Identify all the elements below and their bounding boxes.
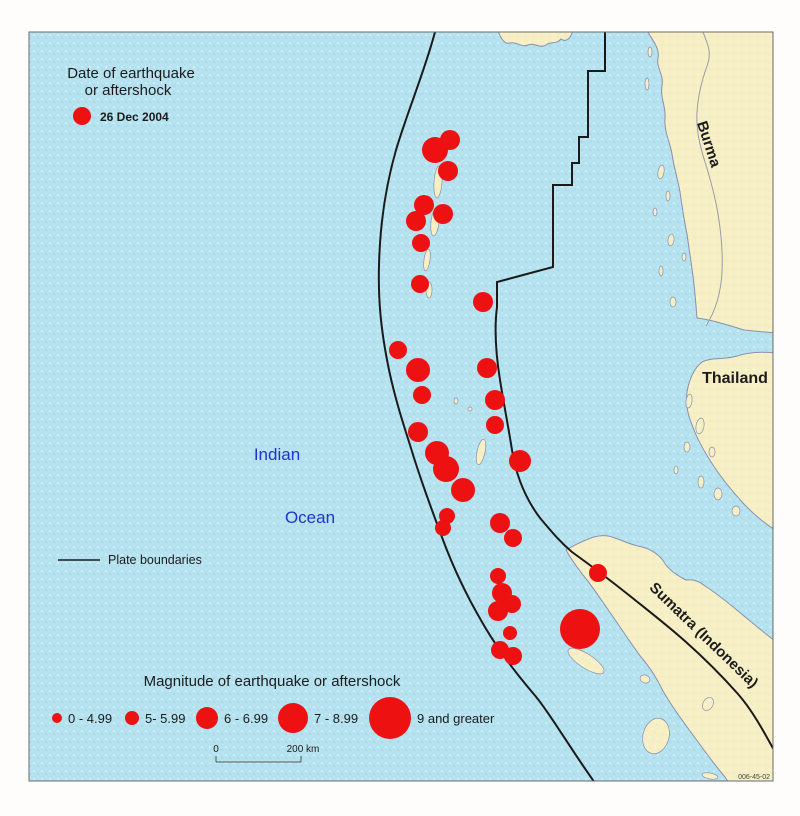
date-legend-dot-icon	[73, 107, 91, 125]
earthquake-marker	[413, 386, 431, 404]
plate-boundary-stepped-fault-line	[494, 32, 773, 751]
magnitude-legend-item-label: 9 and greater	[417, 711, 495, 726]
earthquake-marker	[451, 478, 475, 502]
earthquake-marker	[477, 358, 497, 378]
earthquake-marker	[490, 513, 510, 533]
earthquake-marker	[473, 292, 493, 312]
plate-legend: Plate boundaries	[58, 553, 202, 567]
earthquake-marker	[504, 647, 522, 665]
earthquake-marker	[503, 626, 517, 640]
earthquake-marker	[406, 358, 430, 382]
earthquake-marker	[440, 130, 460, 150]
magnitude-legend-items: 0 - 4.99 5- 5.99 6 - 6.99 7 - 8.99 9 and gre…	[52, 697, 495, 739]
magnitude-legend: Magnitude of earthquake or aftershock 0 …	[52, 673, 495, 739]
magnitude-legend-dot-icon	[52, 713, 62, 723]
country-label-thailand: Thailand	[702, 370, 768, 387]
date-legend-title-line1: Date of earthquake	[67, 65, 195, 82]
magnitude-legend-dot-icon	[125, 711, 139, 725]
earthquake-marker	[485, 390, 505, 410]
earthquake-marker	[504, 529, 522, 547]
earthquake-marker	[414, 195, 434, 215]
magnitude-legend-item-label: 0 - 4.99	[68, 711, 112, 726]
earthquake-markers-layer	[389, 130, 607, 665]
ocean-label-ocean: Ocean	[285, 508, 335, 527]
earthquake-marker	[389, 341, 407, 359]
plate-boundary-trench-line	[377, 32, 595, 781]
magnitude-legend-dot-icon	[196, 707, 218, 729]
earthquake-marker	[435, 520, 451, 536]
earthquake-marker	[490, 568, 506, 584]
earthquake-marker	[411, 275, 429, 293]
magnitude-legend-item-label: 7 - 8.99	[314, 711, 358, 726]
earthquake-marker	[433, 456, 459, 482]
magnitude-legend-item-label: 6 - 6.99	[224, 711, 268, 726]
earthquake-marker	[488, 601, 508, 621]
magnitude-legend-dot-icon	[369, 697, 411, 739]
magnitude-legend-title: Magnitude of earthquake or aftershock	[144, 673, 401, 690]
scale-bar	[215, 756, 302, 763]
burma-thailand-border-line	[696, 32, 723, 327]
map-border	[28, 31, 774, 782]
earthquake-marker	[433, 204, 453, 224]
scale-bar-start-label: 0	[213, 744, 219, 755]
landmass-thailand-peninsula	[686, 351, 773, 530]
earthquake-marker	[486, 416, 504, 434]
ocean-label-indian: Indian	[254, 445, 300, 464]
magnitude-legend-dot-icon	[278, 703, 308, 733]
landmass-irrawaddy-delta	[498, 32, 573, 47]
earthquake-marker	[509, 450, 531, 472]
earthquake-marker	[589, 564, 607, 582]
earthquake-marker	[438, 161, 458, 181]
date-legend: Date of earthquake or aftershock 26 Dec …	[67, 65, 195, 125]
earthquake-marker	[412, 234, 430, 252]
earthquake-marker	[408, 422, 428, 442]
figure-id-label: 006-45-02	[738, 774, 770, 781]
plate-boundaries-layer	[377, 32, 773, 781]
magnitude-legend-item-label: 5- 5.99	[145, 711, 185, 726]
scale-bar-end-label: 200 km	[287, 744, 320, 755]
earthquake-marker	[560, 609, 600, 649]
plate-legend-label: Plate boundaries	[108, 553, 202, 567]
date-legend-item-label: 26 Dec 2004	[100, 110, 169, 124]
date-legend-title-line2: or aftershock	[85, 82, 172, 99]
earthquake-marker	[406, 211, 426, 231]
landmass-sumatra	[565, 535, 773, 781]
